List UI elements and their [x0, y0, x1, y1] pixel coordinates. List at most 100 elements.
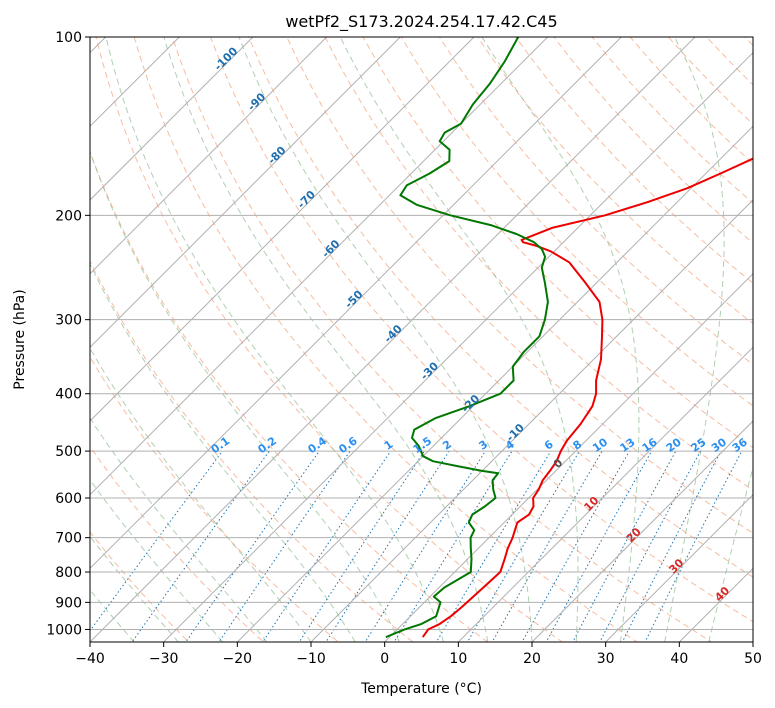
x-tick-label: 20: [523, 651, 541, 667]
mixing-ratio-line: [325, 450, 450, 642]
moist-adiabat: [664, 37, 725, 642]
dry-adiabat: [362, 37, 753, 449]
mixing-ratio-label: 6: [542, 438, 556, 453]
moist-adiabat: [238, 37, 533, 642]
y-tick-label: 300: [55, 313, 82, 329]
dry-adiabat: [210, 37, 753, 623]
mixing-ratio-line: [90, 450, 223, 632]
mixing-ratio-line: [545, 450, 653, 642]
mixing-ratio-line: [262, 450, 392, 642]
mixing-ratio-line: [131, 450, 270, 642]
y-tick-label: 900: [55, 595, 82, 611]
isotherm-label: 20: [624, 525, 644, 545]
isotherm-line: [457, 346, 753, 642]
y-tick-label: 100: [55, 30, 82, 46]
mixing-ratio-label: 30: [709, 435, 729, 455]
y-tick-label: 800: [55, 565, 82, 581]
y-tick-label: 200: [55, 208, 82, 224]
y-tick-label: 1000: [46, 622, 82, 638]
isotherm-line: [90, 37, 181, 128]
isotherm-line: [162, 51, 753, 642]
y-axis: 1000 900 800 700 600 500 400 300 200 100: [46, 30, 90, 638]
isotherm-label: 30: [666, 556, 686, 576]
isotherm-line: [90, 37, 402, 349]
isotherm-label: -70: [295, 188, 318, 211]
isotherm-line: [90, 37, 549, 496]
moist-adiabat: [90, 589, 135, 642]
isotherm-line: [90, 37, 475, 422]
mixing-ratio-label: 1.5: [411, 434, 434, 456]
y-tick-label: 400: [55, 387, 82, 403]
dry-adiabat: [90, 259, 414, 642]
x-axis-title: Temperature (°C): [360, 681, 482, 697]
x-tick-label: 0: [380, 651, 389, 667]
background-lines: [90, 37, 753, 642]
isotherm-label: -40: [382, 322, 405, 345]
y-tick-label: 600: [55, 491, 82, 507]
isotherm-line: [236, 125, 753, 642]
plot-frame: [89, 36, 754, 643]
moist-adiabat: [90, 417, 268, 642]
dry-adiabat: [133, 37, 638, 642]
mixing-ratio-label: 1: [382, 438, 396, 453]
isotherm-line: [604, 493, 753, 642]
y-tick-label: 500: [55, 444, 82, 460]
dry-adiabat: [324, 37, 753, 491]
moist-adiabat: [163, 37, 489, 642]
dry-adiabat: [668, 37, 753, 125]
dry-adiabat: [438, 37, 753, 366]
dry-adiabat: [477, 37, 753, 325]
isotherm-line: [383, 272, 753, 642]
dry-adiabat: [553, 37, 753, 244]
isotherm-line: [752, 641, 753, 642]
isotherm-line: [90, 37, 328, 275]
isotherm-label: -90: [245, 90, 268, 113]
moist-adiabat: [339, 37, 579, 642]
mixing-ratio-line: [435, 450, 552, 642]
series-line-1: [421, 157, 753, 638]
isotherm-line: [531, 420, 753, 642]
dry-adiabat: [90, 356, 339, 642]
moist-adiabat: [90, 479, 223, 642]
moist-adiabat: [90, 262, 356, 642]
mixing-ratio-label: 10: [590, 435, 610, 455]
dry-adiabat: [95, 37, 564, 642]
x-tick-label: −40: [75, 651, 105, 667]
dry-adiabat: [90, 445, 265, 642]
mixing-ratio-label: 25: [688, 436, 708, 455]
isotherm-label: -80: [265, 144, 288, 167]
moist-adiabat: [90, 347, 312, 642]
mixing-ratio-label: 2: [440, 438, 454, 453]
mixing-ratio-label: 0.4: [306, 434, 330, 456]
isotherm-label: -20: [459, 392, 482, 415]
x-tick-label: 50: [744, 651, 762, 667]
mixing-ratio-label: 0.1: [209, 434, 232, 456]
mixing-ratio-label: 0.6: [336, 434, 360, 456]
y-tick-label: 700: [55, 531, 82, 547]
mixing-ratio-label: 8: [571, 438, 585, 453]
moist-adiabat: [708, 465, 753, 642]
isotherm-line: [678, 567, 753, 642]
isotherm-label: -50: [342, 288, 365, 311]
moist-adiabat: [105, 37, 445, 642]
isotherm-line: [310, 199, 753, 642]
dry-adiabat: [248, 37, 753, 578]
dry-adiabat: [591, 37, 753, 204]
mixing-ratio-line: [621, 450, 722, 642]
isotherm-line: [0, 10, 59, 654]
isotherm-label: 10: [581, 494, 601, 514]
x-tick-label: −30: [149, 651, 179, 667]
x-tick-label: −20: [223, 651, 253, 667]
isotherm-line: [90, 37, 254, 201]
dry-adiabat: [515, 37, 753, 284]
series-line-2: [385, 37, 549, 639]
mixing-ratio-line: [466, 450, 580, 642]
y-axis-title: Pressure (hPa): [12, 289, 28, 389]
moist-adiabat: [90, 535, 179, 642]
chart-title: wetPf2_S173.2024.254.17.42.C45: [285, 12, 557, 32]
series-group: [385, 37, 753, 639]
isotherm-label: -60: [319, 237, 342, 260]
x-axis: −40 −30 −20 −10 0 10 20 30 40 50: [75, 642, 762, 667]
dry-adiabat: [400, 37, 753, 407]
